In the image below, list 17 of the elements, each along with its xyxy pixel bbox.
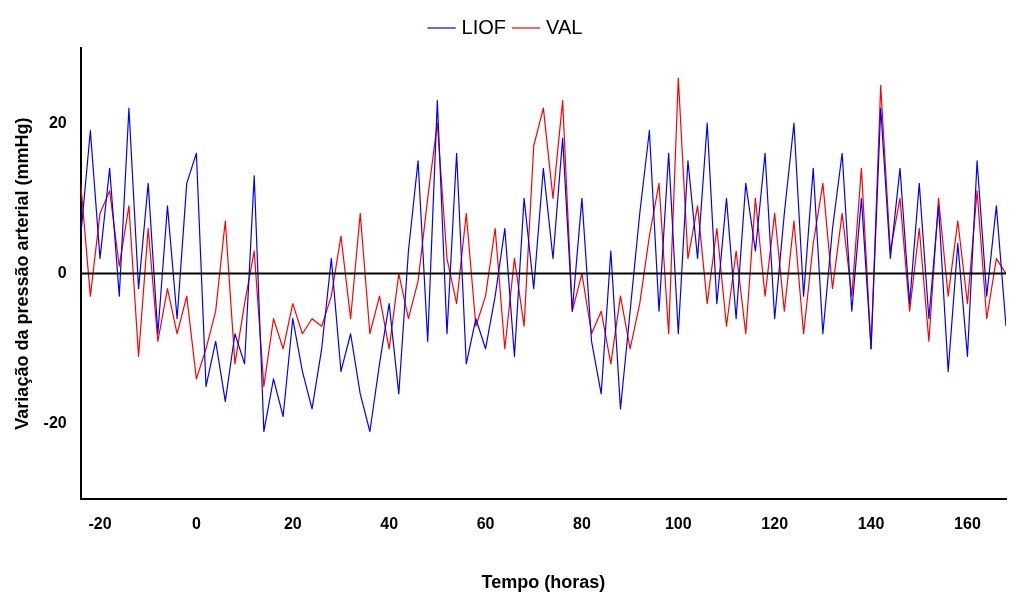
y-tick-label: -20 <box>43 414 67 432</box>
x-tick-label: 20 <box>283 515 302 533</box>
x-axis-title: Tempo (horas) <box>481 572 606 593</box>
y-tick-label: 0 <box>57 264 67 282</box>
y-tick-label: 20 <box>48 113 67 131</box>
x-tick-label: 140 <box>857 515 885 533</box>
x-tick-label: 120 <box>761 515 789 533</box>
legend-label: VAL <box>546 15 583 38</box>
x-tick-label: 160 <box>954 515 981 533</box>
x-tick-label: 100 <box>664 515 692 533</box>
x-tick-label: 0 <box>191 515 201 533</box>
x-tick-label: -20 <box>88 515 112 533</box>
x-tick-label: 60 <box>476 515 495 533</box>
x-tick-label: 40 <box>380 515 399 533</box>
x-tick-label: 80 <box>573 515 591 533</box>
legend-label: LIOF <box>461 15 507 38</box>
y-axis-title: Variação da pressão arterial (mmHg) <box>11 117 32 430</box>
